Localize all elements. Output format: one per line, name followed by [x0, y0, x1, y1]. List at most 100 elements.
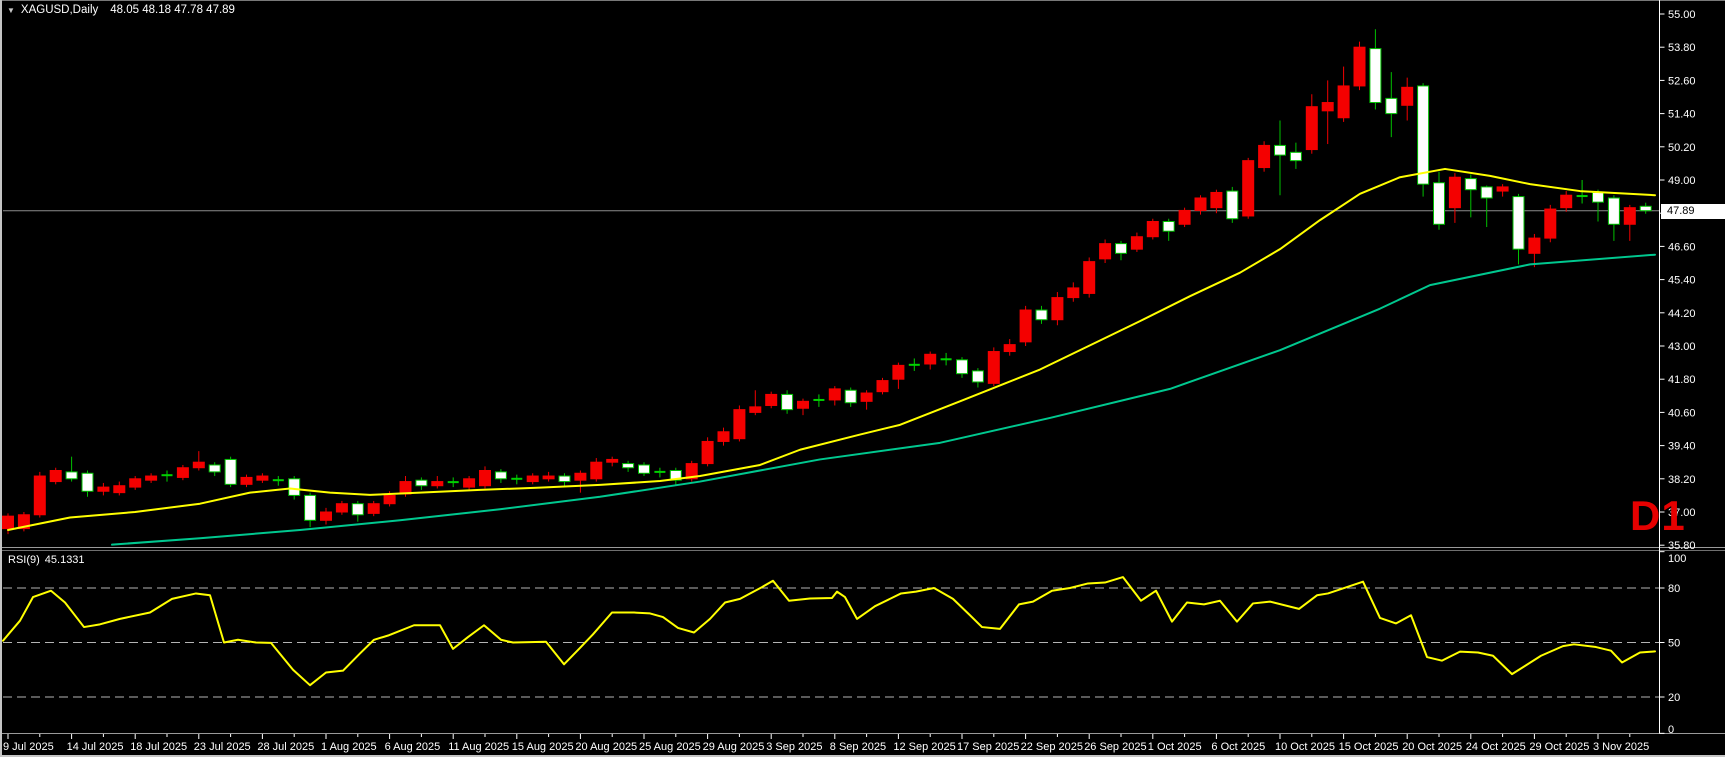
candle-bear[interactable] — [1385, 97, 1398, 115]
candle-bear[interactable] — [415, 479, 428, 487]
candle-bull[interactable] — [240, 476, 253, 485]
candle-bull[interactable] — [1401, 86, 1414, 106]
candle-bear[interactable] — [1226, 190, 1239, 220]
candle-bull[interactable] — [606, 458, 619, 463]
candle-bear[interactable] — [844, 389, 857, 404]
candle-bull[interactable] — [1560, 194, 1573, 209]
candle-bull[interactable] — [590, 461, 603, 480]
candle-bear[interactable] — [1417, 85, 1430, 185]
candle-bear[interactable] — [1592, 191, 1604, 203]
candle-bull[interactable] — [1321, 102, 1334, 112]
candle-bull[interactable] — [1305, 106, 1318, 151]
candle-bear[interactable] — [1115, 243, 1127, 254]
candle-bull[interactable] — [1051, 297, 1064, 321]
candle-bear[interactable] — [81, 472, 94, 492]
candle-bear[interactable] — [1274, 144, 1286, 156]
candle-bear[interactable] — [288, 478, 301, 496]
candle-bull[interactable] — [97, 486, 110, 492]
price-axis-label: 45.40 — [1668, 275, 1696, 287]
candle-bull[interactable] — [1337, 85, 1350, 119]
candle-bull[interactable] — [1003, 344, 1016, 353]
candle-bull[interactable] — [1448, 176, 1461, 209]
price-axis-label: 50.20 — [1668, 142, 1696, 154]
candle-bear[interactable] — [1480, 186, 1493, 199]
candle-bull[interactable] — [129, 478, 142, 488]
candle-bear[interactable] — [224, 458, 237, 485]
candle-bear[interactable] — [1035, 309, 1048, 321]
candle-bear[interactable] — [558, 475, 571, 483]
candle-bull[interactable] — [1623, 207, 1636, 225]
candle-bear[interactable] — [351, 503, 364, 516]
candle-bull[interactable] — [542, 475, 555, 480]
candle-bull[interactable] — [113, 485, 126, 494]
candle-bear[interactable] — [208, 464, 221, 473]
candle-bear[interactable] — [65, 471, 78, 480]
candle-bear[interactable] — [1433, 182, 1445, 225]
candle-bear[interactable] — [1289, 151, 1302, 162]
candle-bull[interactable] — [1528, 237, 1541, 254]
candle-bull[interactable] — [574, 472, 587, 481]
candle-bear[interactable] — [1607, 197, 1620, 225]
candle-bear[interactable] — [669, 470, 682, 481]
candle-bear[interactable] — [1464, 178, 1477, 191]
candle-bull[interactable] — [2, 515, 14, 530]
candle-bull[interactable] — [1178, 209, 1191, 225]
candle-bear[interactable] — [1162, 221, 1175, 232]
candle-bull[interactable] — [526, 475, 539, 483]
candle-bull[interactable] — [1544, 208, 1557, 239]
candle-bear[interactable] — [1369, 48, 1382, 104]
candle-bull[interactable] — [256, 475, 269, 481]
candle-bull[interactable] — [1194, 197, 1207, 211]
candle-bull[interactable] — [733, 409, 746, 440]
candle-bull[interactable] — [860, 392, 873, 402]
candle-bull[interactable] — [145, 475, 158, 481]
candle-bull[interactable] — [463, 478, 476, 488]
candle-bull[interactable] — [876, 380, 889, 393]
candle-bull[interactable] — [1067, 287, 1080, 299]
price-axis-label: 49.00 — [1668, 175, 1696, 187]
candle-bull[interactable] — [701, 440, 714, 465]
candle-bull[interactable] — [892, 364, 905, 380]
candle-bull[interactable] — [335, 503, 348, 513]
candle-bear[interactable] — [622, 463, 635, 469]
candle-bull[interactable] — [383, 494, 396, 505]
candle-bull[interactable] — [924, 353, 937, 365]
candle-bull[interactable] — [1019, 309, 1032, 343]
candle-bull[interactable] — [431, 481, 444, 487]
candle-bear[interactable] — [956, 359, 968, 375]
candle-bull[interactable] — [1099, 243, 1112, 260]
symbol-dropdown-icon[interactable]: ▼ — [7, 5, 15, 15]
candle-bull[interactable] — [1242, 160, 1255, 217]
candle-bear[interactable] — [1512, 196, 1525, 250]
candle-bull[interactable] — [1258, 144, 1271, 169]
candle-bull[interactable] — [987, 351, 1000, 384]
candle-bear[interactable] — [638, 464, 650, 474]
candle-bull[interactable] — [1353, 46, 1366, 87]
candle-bull[interactable] — [1210, 191, 1223, 209]
candle-bull[interactable] — [367, 503, 380, 514]
candle-bear[interactable] — [781, 393, 794, 411]
candle-bull[interactable] — [192, 461, 205, 469]
candle-bull[interactable] — [33, 475, 46, 516]
candle-bear[interactable] — [304, 494, 317, 521]
candle-bull[interactable] — [479, 470, 491, 487]
candle-bull[interactable] — [320, 511, 332, 521]
candle-bull[interactable] — [1146, 221, 1159, 238]
candle-bull[interactable] — [685, 463, 698, 480]
candle-bear[interactable] — [1639, 205, 1652, 212]
candle-bull[interactable] — [1496, 186, 1509, 192]
candle-bull[interactable] — [1130, 236, 1143, 250]
candle-bull[interactable] — [1083, 261, 1096, 294]
candle-bear[interactable] — [971, 370, 984, 383]
candle-bull[interactable] — [749, 406, 762, 413]
candle-bull[interactable] — [17, 514, 30, 530]
date-axis-label: 15 Aug 2025 — [512, 741, 574, 753]
candle-bull[interactable] — [797, 400, 809, 409]
candle-bull[interactable] — [49, 470, 62, 483]
candle-bull[interactable] — [176, 467, 189, 478]
candle-bear[interactable] — [494, 471, 507, 480]
candle-bull[interactable] — [717, 431, 730, 442]
candle-bull[interactable] — [828, 388, 841, 401]
candle-bull[interactable] — [765, 393, 778, 406]
